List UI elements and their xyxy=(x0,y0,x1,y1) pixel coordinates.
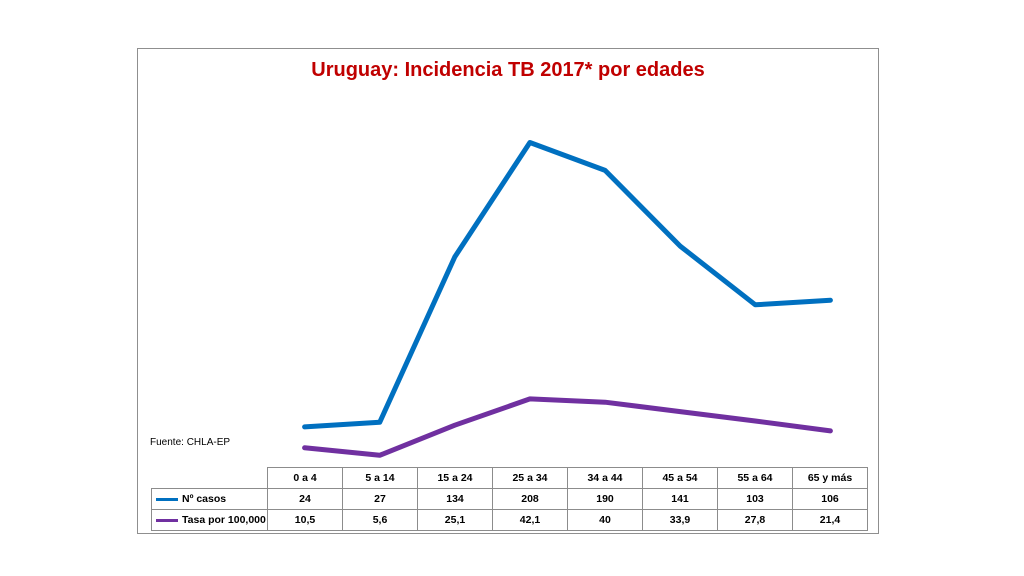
value-cell: 40 xyxy=(567,509,643,531)
chart-frame xyxy=(137,48,879,534)
value-cell: 103 xyxy=(717,488,793,510)
series-line-casos xyxy=(302,140,833,430)
category-label: 25 a 34 xyxy=(492,467,568,489)
category-label: 0 a 4 xyxy=(267,467,343,489)
category-label: 55 a 64 xyxy=(717,467,793,489)
value-cell: 208 xyxy=(492,488,568,510)
value-cell: 10,5 xyxy=(267,509,343,531)
value-cell: 21,4 xyxy=(792,509,868,531)
legend-label-tasa: Tasa por 100,000 xyxy=(182,514,266,526)
value-cell: 134 xyxy=(417,488,493,510)
category-label: 65 y más xyxy=(792,467,868,489)
category-label: 15 a 24 xyxy=(417,467,493,489)
table-corner xyxy=(151,467,268,489)
source-note: Fuente: CHLA-EP xyxy=(150,437,231,448)
series-line-tasa xyxy=(302,396,833,458)
value-cell: 42,1 xyxy=(492,509,568,531)
value-cell: 24 xyxy=(267,488,343,510)
series-row-tasa: Tasa por 100,000 10,5 5,6 25,1 42,1 40 33,9 27… xyxy=(151,509,868,531)
value-cell: 5,6 xyxy=(342,509,418,531)
legend-entry-casos: Nº casos xyxy=(151,488,268,510)
legend-label-casos: Nº casos xyxy=(182,493,227,505)
value-cell: 190 xyxy=(567,488,643,510)
value-cell: 25,1 xyxy=(417,509,493,531)
category-label: 5 a 14 xyxy=(342,467,418,489)
series-row-casos: Nº casos 24 27 134 208 190 141 103 106 xyxy=(151,488,868,510)
legend-key-casos xyxy=(156,497,178,501)
category-label: 45 a 54 xyxy=(642,467,718,489)
value-cell: 141 xyxy=(642,488,718,510)
value-cell: 27,8 xyxy=(717,509,793,531)
legend-key-tasa xyxy=(156,518,178,522)
value-cell: 106 xyxy=(792,488,868,510)
value-cell: 27 xyxy=(342,488,418,510)
legend-entry-tasa: Tasa por 100,000 xyxy=(151,509,268,531)
category-label: 34 a 44 xyxy=(567,467,643,489)
chart-title: Uruguay: Incidencia TB 2017* por edades xyxy=(311,59,705,81)
value-cell: 33,9 xyxy=(642,509,718,531)
